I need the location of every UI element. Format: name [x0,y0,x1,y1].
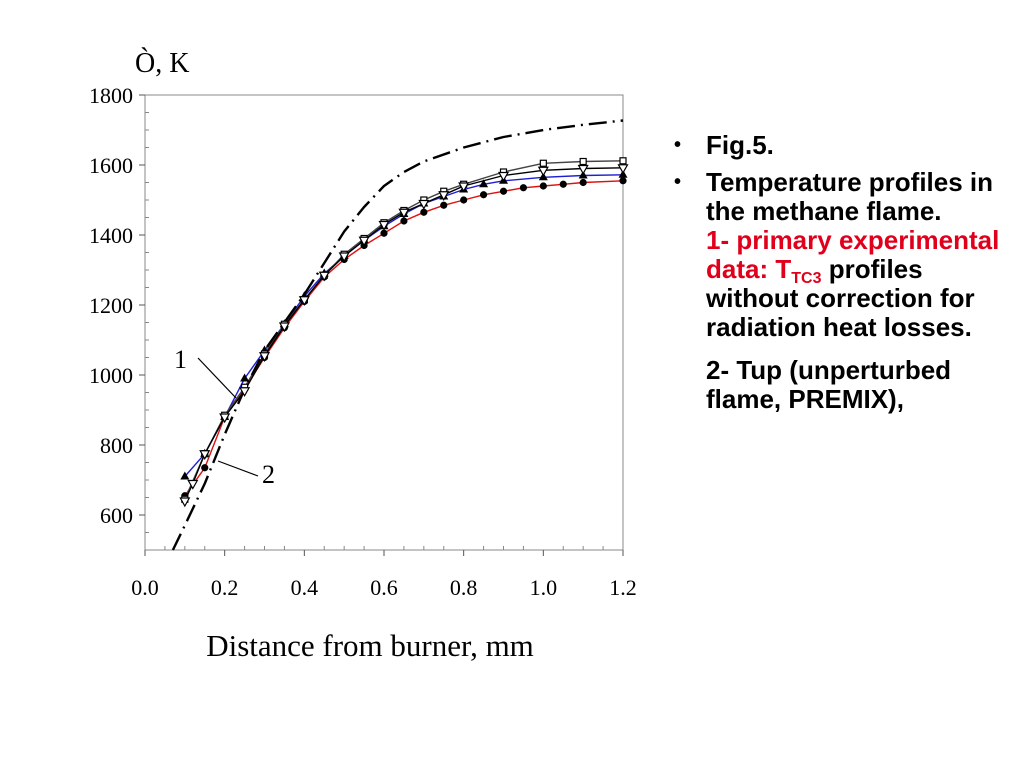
data-point-triangle-down [278,322,290,333]
data-point-circle [559,180,567,188]
subscript-tc3: TC3 [791,270,822,287]
data-point-square [539,159,547,167]
y-tick-label: 1400 [89,223,133,248]
caption-series2-text: 2- Tup (unperturbed flame, PREMIX), [706,355,952,414]
data-point-triangle-down [378,220,390,231]
data-point-circle [400,217,408,225]
data-point-triangle-down [199,450,211,460]
data-point-square [579,157,587,166]
data-point-circle [420,208,428,216]
data-point-triangle-down [318,271,330,282]
x-tick-label: 1.2 [609,575,637,600]
data-point-circle [201,464,209,472]
caption-series1-text: 1- primary experimental data: TTC3 [706,225,1000,287]
curve-label-1: 1 [174,345,187,374]
data-point-triangle-down [537,166,549,177]
series-line-2 [184,180,624,497]
figure-number: Fig.5. [706,130,774,160]
y-tick-label: 800 [100,433,133,458]
data-point-circle [460,196,468,204]
data-point-triangle-down [239,387,251,397]
data-point-circle [579,178,587,187]
data-point-circle [380,229,388,237]
curve-label-2: 2 [262,460,275,489]
data-point-triangle-down [258,352,271,362]
data-point-triangle-down [398,208,410,219]
data-point-circle [619,177,627,185]
data-point-triangle-down [577,164,589,175]
series-layer [171,119,624,551]
ticks-layer: 600 800 1000 1200 1400 1600 1800 0.0 0.2 0.4 0.6 0.… [89,83,637,600]
data-point-circle [479,191,488,199]
data-point-square [619,157,627,165]
markers-layer [179,157,629,508]
data-point-circle [440,201,448,209]
x-tick-label: 0.2 [211,575,239,600]
x-tick-label: 0.4 [291,575,319,600]
data-point-triangle-down [497,171,510,182]
data-point-triangle-up [479,179,489,188]
data-point-triangle-down [418,199,430,210]
x-tick-label: 1.0 [530,575,558,600]
data-point-triangle-down [187,479,199,490]
data-point-triangle-down [298,296,310,306]
data-point-triangle-down [358,236,370,247]
caption-series1-tail: profiles without correction for radiatio… [706,254,975,342]
bullet-icon: • [674,171,682,193]
y-tick-label: 1800 [89,83,133,108]
data-point-triangle-up [240,373,250,382]
curve-label-1-leader [197,357,237,399]
series-line-1 [184,174,624,477]
bullet-icon: • [674,134,682,156]
data-point-triangle-down [219,413,231,424]
x-tick-label: 0.6 [370,575,398,600]
y-axis-title: Ò, K [135,48,189,79]
data-point-circle [539,182,547,190]
data-point-triangle-down [179,497,191,508]
data-point-triangle-up [180,471,190,480]
y-tick-label: 1000 [89,363,133,388]
data-point-triangle-down [458,182,470,193]
note-item-fig: • Fig.5. [668,131,1008,160]
series-line-5 [171,119,624,551]
y-tick-label: 1200 [89,293,133,318]
figure-notes: • Fig.5. • Temperature profiles in the m… [668,131,1008,414]
data-point-triangle-down [438,191,450,201]
x-tick-label: 0.8 [450,575,478,600]
data-point-circle [519,184,528,192]
x-tick-label: 0.0 [131,575,159,600]
x-axis-title: Distance from burner, mm [206,628,534,663]
curve-label-2-leader [217,460,259,477]
data-point-circle [499,187,508,195]
data-point-triangle-down [338,252,350,263]
y-tick-label: 1600 [89,153,133,178]
data-point-triangle-down [617,164,629,175]
note-item-caption: • Temperature profiles in the methane fl… [668,168,1008,342]
y-tick-label: 600 [100,503,133,528]
caption-text: Temperature profiles in the methane flam… [706,167,994,226]
